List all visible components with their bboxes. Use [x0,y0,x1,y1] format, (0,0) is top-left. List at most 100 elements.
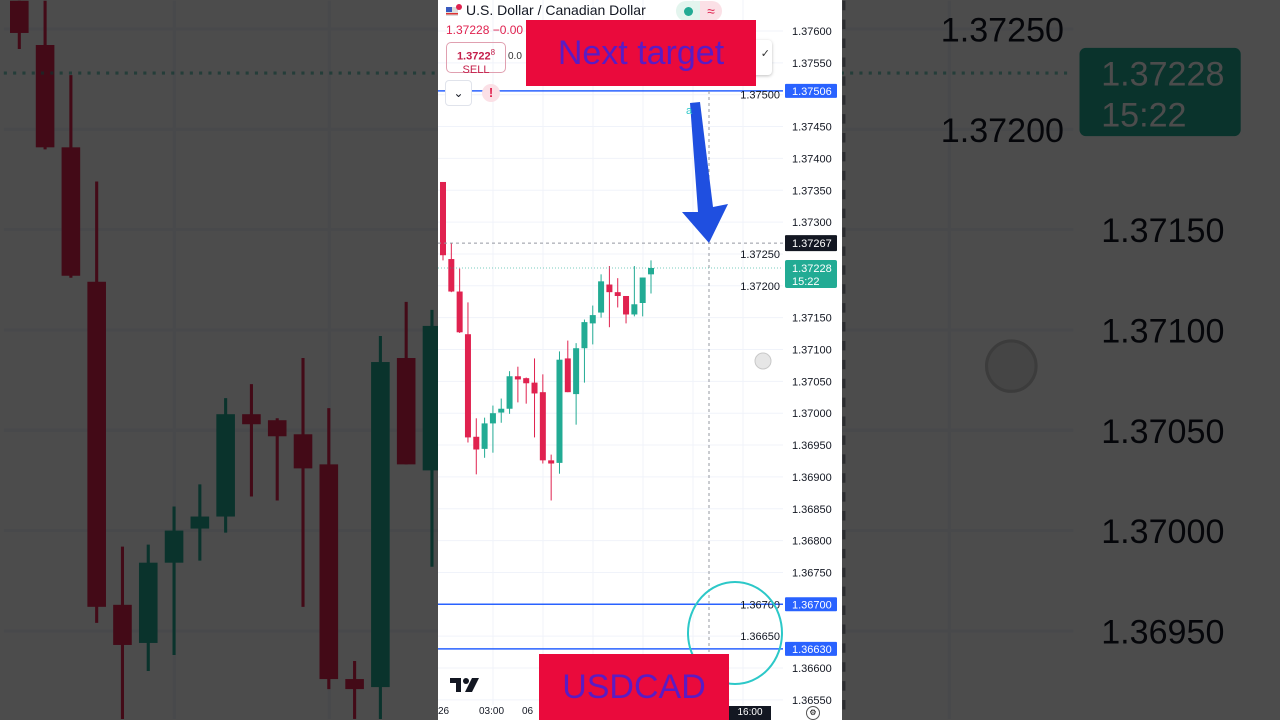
chart-scene: 1.37600 1.37550 1.37500 1.37450 1.37400 1.373… [438,0,837,707]
price-axis-label: 1.36600 [792,663,832,675]
price-axis-label: 1.36700 [740,599,780,611]
candle-body [631,304,638,315]
spread-value: 0.0 [508,51,522,62]
candle [481,417,488,458]
candle [631,266,638,317]
candle [489,405,496,453]
candle-body [581,322,588,349]
price-chart[interactable]: 1.37600 1.37550 1.37500 1.37450 1.37400 1.373… [438,0,842,720]
candle [614,278,621,308]
circle-annotation [687,581,783,685]
price-axis-label: 1.36950 [792,440,832,452]
candle-body [448,259,455,292]
price-axis-label: 1.37500 [740,90,780,102]
candle-body [481,423,488,449]
current-price-bg [785,259,837,288]
crosshair-time-label: 16:00 [729,706,771,720]
price-axis-label: 1.36650 [740,631,780,643]
candle-body [606,284,613,293]
candle [623,295,630,324]
candle-body [506,376,513,409]
candle-body [556,359,563,463]
candle [573,343,580,425]
market-open-dot-icon [676,1,700,21]
wave-icon: ≈ [700,1,722,21]
price-axis-label: 1.37400 [792,153,832,165]
sell-price-pip: 8 [490,48,496,57]
candle [589,305,596,345]
current-price-label: 1.37228 [792,263,832,275]
price-axis-label: 1.37350 [792,185,832,197]
us-flag-icon [446,3,462,17]
price-axis-label: 1.36550 [792,695,832,707]
candle [440,181,446,261]
chevron-down-icon[interactable]: ⌄ [445,80,472,106]
price-axis-label: 1.37150 [792,313,832,325]
price-axis-label: 1.36850 [792,504,832,516]
price-axis-label: 1.37300 [792,217,832,229]
horizontal-line-label-bg [785,641,837,656]
sell-label: SELL [462,63,490,76]
grid [438,0,783,705]
candle-body [598,281,605,313]
candle-body [514,376,521,380]
horizontal-line-label-bg [785,597,837,612]
candle-body [573,348,580,395]
candle [606,266,613,328]
price-axis-label: 1.37600 [792,26,832,38]
countdown-label: 15:22 [792,276,820,288]
candle [498,398,505,423]
chart-panel[interactable]: 1.37600 1.37550 1.37500 1.37450 1.37400 1.373… [438,0,842,720]
price-axis-label: 1.37000 [792,408,832,420]
candle-body [456,291,463,333]
crosshair-price-bg [785,235,837,252]
candle-body [440,181,446,256]
candle-body [464,334,471,438]
candle-body [648,267,654,275]
next-target-banner: Next target [526,20,756,86]
candle [564,340,571,393]
price-change: −0.00 [492,23,524,37]
candle-body [523,378,530,384]
price-axis-label: 1.36750 [792,567,832,579]
tradingview-logo-icon[interactable] [450,677,480,693]
sell-price: 1.3722 [456,50,491,63]
small-mark: a [686,105,693,117]
candle [523,377,530,404]
market-status[interactable]: ≈ [676,1,726,21]
price-change-row: 1.37228 −0.00 [446,23,523,37]
symbol-title[interactable]: U.S. Dollar / Canadian Dollar [446,2,646,18]
candle-body [498,408,505,413]
candle [598,274,605,318]
candle-body [489,413,496,424]
candle-body [614,292,621,296]
candle [448,243,455,293]
candle [506,371,513,414]
candle [456,268,463,333]
candle-body [564,358,571,393]
price-axis-label: 1.36800 [792,536,832,548]
horizontal-line-label: 1.36700 [792,599,832,611]
sell-button[interactable]: 1.37228 SELL [446,42,506,76]
candle [581,319,588,383]
candle-body [539,392,546,461]
price-axis-label: 1.37200 [740,281,780,293]
last-price: 1.37228 [446,23,490,37]
price-axis-label: 1.37050 [792,376,832,388]
candle [473,418,480,475]
drawn-lines [438,90,783,705]
scroll-handle[interactable] [754,352,772,370]
symbol-name: U.S. Dollar / Canadian Dollar [466,2,646,18]
time-label: 26 [438,706,450,717]
candle-body [531,382,538,394]
horizontal-line-label: 1.36630 [792,644,832,656]
settings-icon[interactable]: ⚙ [806,706,820,720]
warning-icon[interactable]: ! [482,84,500,102]
arrow-annotation [682,102,728,243]
candle [556,351,563,474]
price-axis: 1.37600 1.37550 1.37500 1.37450 1.37400 1.373… [740,26,832,707]
price-axis-label: 1.37100 [792,345,832,357]
candle [648,260,654,294]
crosshair-price-label: 1.37267 [792,238,832,250]
